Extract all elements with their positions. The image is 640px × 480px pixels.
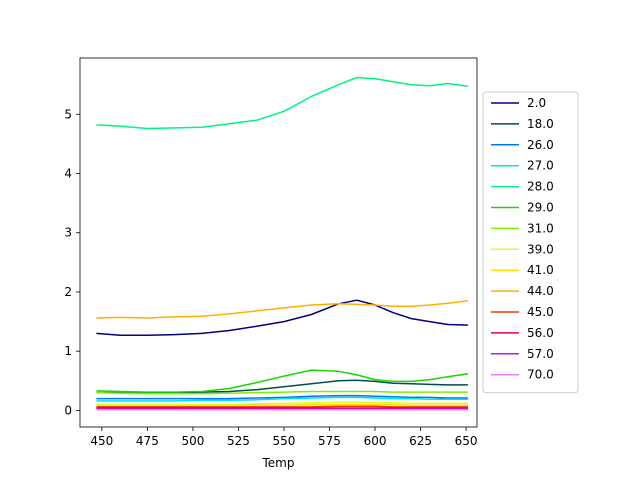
y-tick-label: 5 <box>64 107 72 121</box>
y-tick-label: 0 <box>64 403 72 417</box>
legend-label: 26.0 <box>527 138 554 152</box>
y-tick-label: 4 <box>64 166 72 180</box>
legend-label: 56.0 <box>527 326 554 340</box>
x-tick-label: 525 <box>227 434 250 448</box>
x-tick-label: 450 <box>90 434 113 448</box>
x-axis-label: Temp <box>262 456 295 470</box>
series-line-29.0 <box>96 369 469 393</box>
x-tick-label: 550 <box>273 434 296 448</box>
legend-label: 18.0 <box>527 117 554 131</box>
legend-label: 27.0 <box>527 159 554 173</box>
series-line-44.0 <box>96 300 468 319</box>
x-tick-label: 475 <box>136 434 159 448</box>
y-tick-label: 3 <box>64 226 72 240</box>
y-axis: 0 1 2 3 4 5 <box>64 107 80 417</box>
series-line-45.0 <box>96 405 468 408</box>
x-tick-label: 575 <box>318 434 341 448</box>
series-line-31.0 <box>96 390 468 395</box>
x-axis: 450 475 500 525 550 575 600 625 650 <box>90 427 478 448</box>
plot-frame <box>79 57 478 428</box>
legend: 2.0 18.0 26.0 27.0 28.0 29.0 31.0 39.0 41.0 44.0 4… <box>482 91 579 394</box>
x-tick-label: 600 <box>364 434 387 448</box>
legend-label: 57.0 <box>527 347 554 361</box>
legend-label: 44.0 <box>527 284 554 298</box>
legend-label: 2.0 <box>527 96 546 110</box>
legend-label: 45.0 <box>527 305 554 319</box>
legend-label: 39.0 <box>527 242 554 256</box>
legend-label: 31.0 <box>527 221 554 235</box>
x-tick-label: 650 <box>455 434 478 448</box>
series-line-26.0 <box>96 394 468 400</box>
series-line-2.0 <box>96 299 468 336</box>
x-tick-label: 625 <box>409 434 432 448</box>
y-tick-label: 2 <box>64 285 72 299</box>
x-tick-label: 500 <box>181 434 204 448</box>
legend-box <box>482 91 579 394</box>
series-line-39.0 <box>96 401 468 406</box>
y-tick-label: 1 <box>64 344 72 358</box>
legend-label: 70.0 <box>527 368 554 382</box>
legend-label: 29.0 <box>527 201 554 215</box>
series-line-41.0 <box>96 403 468 407</box>
series-line-28.0 <box>96 76 469 130</box>
legend-label: 41.0 <box>527 263 554 277</box>
plot-lines <box>96 76 469 411</box>
legend-label: 28.0 <box>527 180 554 194</box>
series-line-27.0 <box>96 396 468 402</box>
